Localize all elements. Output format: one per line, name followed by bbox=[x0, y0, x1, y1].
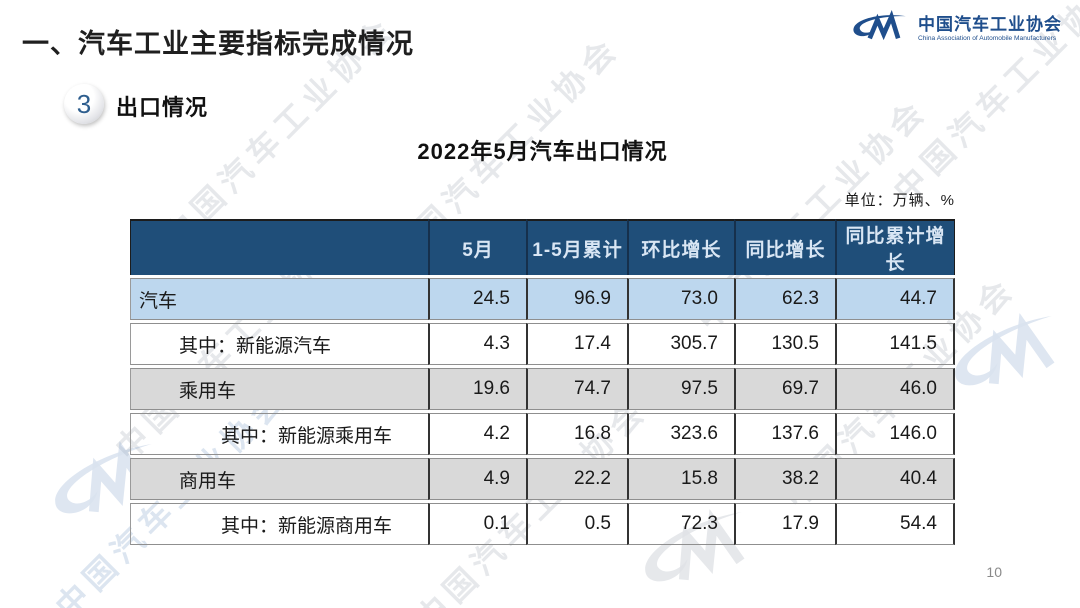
cell-value: 130.5 bbox=[734, 323, 835, 365]
row-label: 其中：新能源商用车 bbox=[130, 503, 428, 545]
table-row: 商用车 4.9 22.2 15.8 38.2 40.4 bbox=[130, 458, 955, 500]
cm-monogram-icon bbox=[848, 10, 910, 49]
cell-value: 17.9 bbox=[734, 503, 835, 545]
cell-value: 24.5 bbox=[428, 278, 526, 320]
cell-value: 22.2 bbox=[526, 458, 627, 500]
column-header bbox=[130, 219, 428, 275]
cell-value: 72.3 bbox=[627, 503, 734, 545]
column-header: 5月 bbox=[428, 219, 526, 275]
page-number: 10 bbox=[986, 564, 1002, 580]
badge-number: 3 bbox=[76, 88, 92, 119]
row-label: 商用车 bbox=[130, 458, 428, 500]
table-title: 2022年5月汽车出口情况 bbox=[417, 139, 668, 164]
cell-value: 15.8 bbox=[627, 458, 734, 500]
table-row: 汽车 24.5 96.9 73.0 62.3 44.7 bbox=[130, 278, 955, 320]
unit-label: 单位：万辆、% bbox=[844, 192, 955, 209]
cell-value: 74.7 bbox=[526, 368, 627, 410]
section-title: 一、汽车工业主要指标完成情况 bbox=[22, 29, 414, 59]
cell-value: 305.7 bbox=[627, 323, 734, 365]
cell-value: 16.8 bbox=[526, 413, 627, 455]
column-header: 同比增长 bbox=[734, 219, 835, 275]
cell-value: 4.2 bbox=[428, 413, 526, 455]
column-header: 1-5月累计 bbox=[526, 219, 627, 275]
cell-value: 96.9 bbox=[526, 278, 627, 320]
row-label: 其中：新能源乘用车 bbox=[130, 413, 428, 455]
cell-value: 40.4 bbox=[835, 458, 955, 500]
cell-value: 137.6 bbox=[734, 413, 835, 455]
cell-value: 0.1 bbox=[428, 503, 526, 545]
row-label: 汽车 bbox=[130, 278, 428, 320]
table-row: 其中：新能源乘用车 4.2 16.8 323.6 137.6 146.0 bbox=[130, 413, 955, 455]
cell-value: 323.6 bbox=[627, 413, 734, 455]
cell-value: 4.9 bbox=[428, 458, 526, 500]
column-header: 环比增长 bbox=[627, 219, 734, 275]
cell-value: 97.5 bbox=[627, 368, 734, 410]
cell-value: 54.4 bbox=[835, 503, 955, 545]
section-number-badge: 3 bbox=[64, 84, 104, 124]
table-row: 其中：新能源汽车 4.3 17.4 305.7 130.5 141.5 bbox=[130, 323, 955, 365]
export-table: 5月 1-5月累计 环比增长 同比增长 同比累计增长 汽车 24.5 96.9 73.0 62.3… bbox=[130, 216, 955, 548]
column-header: 同比累计增长 bbox=[835, 219, 955, 275]
badge-label: 出口情况 bbox=[116, 95, 209, 120]
caam-logo: 中国汽车工业协会 China Association of Automobile… bbox=[848, 10, 1062, 49]
cell-value: 0.5 bbox=[526, 503, 627, 545]
cell-value: 69.7 bbox=[734, 368, 835, 410]
cell-value: 4.3 bbox=[428, 323, 526, 365]
cell-value: 38.2 bbox=[734, 458, 835, 500]
cell-value: 17.4 bbox=[526, 323, 627, 365]
table-row: 乘用车 19.6 74.7 97.5 69.7 46.0 bbox=[130, 368, 955, 410]
cell-value: 19.6 bbox=[428, 368, 526, 410]
cell-value: 46.0 bbox=[835, 368, 955, 410]
table-row: 其中：新能源商用车 0.1 0.5 72.3 17.9 54.4 bbox=[130, 503, 955, 545]
row-label: 乘用车 bbox=[130, 368, 428, 410]
table-header-row: 5月 1-5月累计 环比增长 同比增长 同比累计增长 bbox=[130, 219, 955, 275]
row-label: 其中：新能源汽车 bbox=[130, 323, 428, 365]
cell-value: 141.5 bbox=[835, 323, 955, 365]
cell-value: 146.0 bbox=[835, 413, 955, 455]
cell-value: 73.0 bbox=[627, 278, 734, 320]
logo-name-en: China Association of Automobile Manufact… bbox=[918, 34, 1057, 42]
logo-name-cn: 中国汽车工业协会 bbox=[918, 15, 1062, 35]
cell-value: 44.7 bbox=[835, 278, 955, 320]
cell-value: 62.3 bbox=[734, 278, 835, 320]
